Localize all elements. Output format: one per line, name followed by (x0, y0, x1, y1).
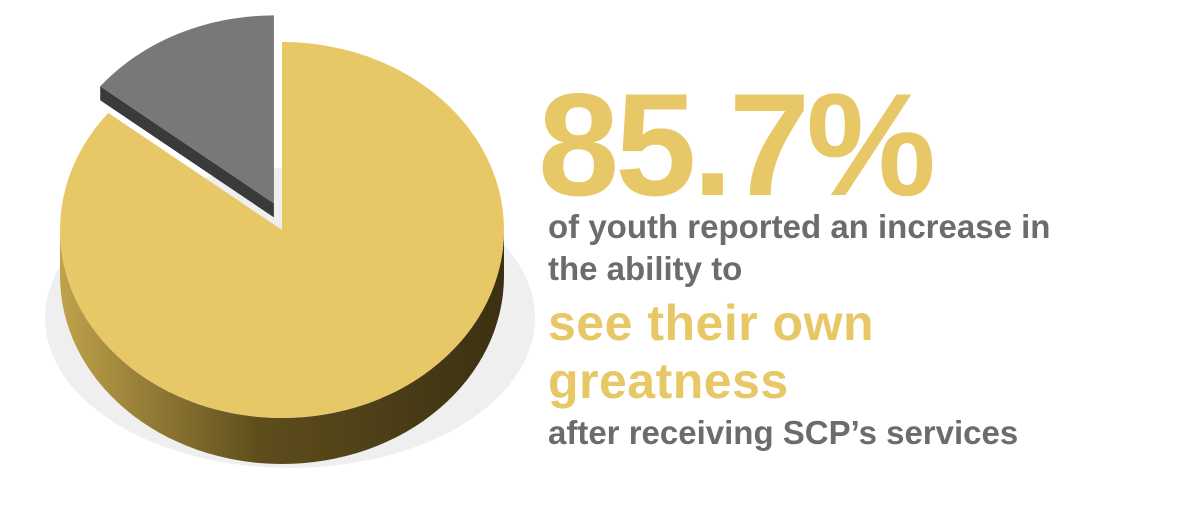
caption-line-1: of youth reported an increase in (548, 208, 1051, 245)
caption-highlight-1: see their own (548, 295, 875, 351)
headline-percentage: 85.7% (538, 63, 936, 226)
pie-slice-1-side (60, 230, 504, 464)
caption-line-3: after receiving SCP’s services (548, 414, 1019, 451)
pie-slice-1 (59, 42, 504, 418)
pie-chart (45, 15, 535, 468)
caption: of youth reported an increase in the abi… (548, 206, 1188, 454)
caption-line-2: the ability to (548, 250, 743, 287)
pie-slice-2-edge (100, 86, 274, 218)
caption-highlight-2: greatness (548, 353, 789, 409)
pie-slice-2 (100, 15, 274, 204)
